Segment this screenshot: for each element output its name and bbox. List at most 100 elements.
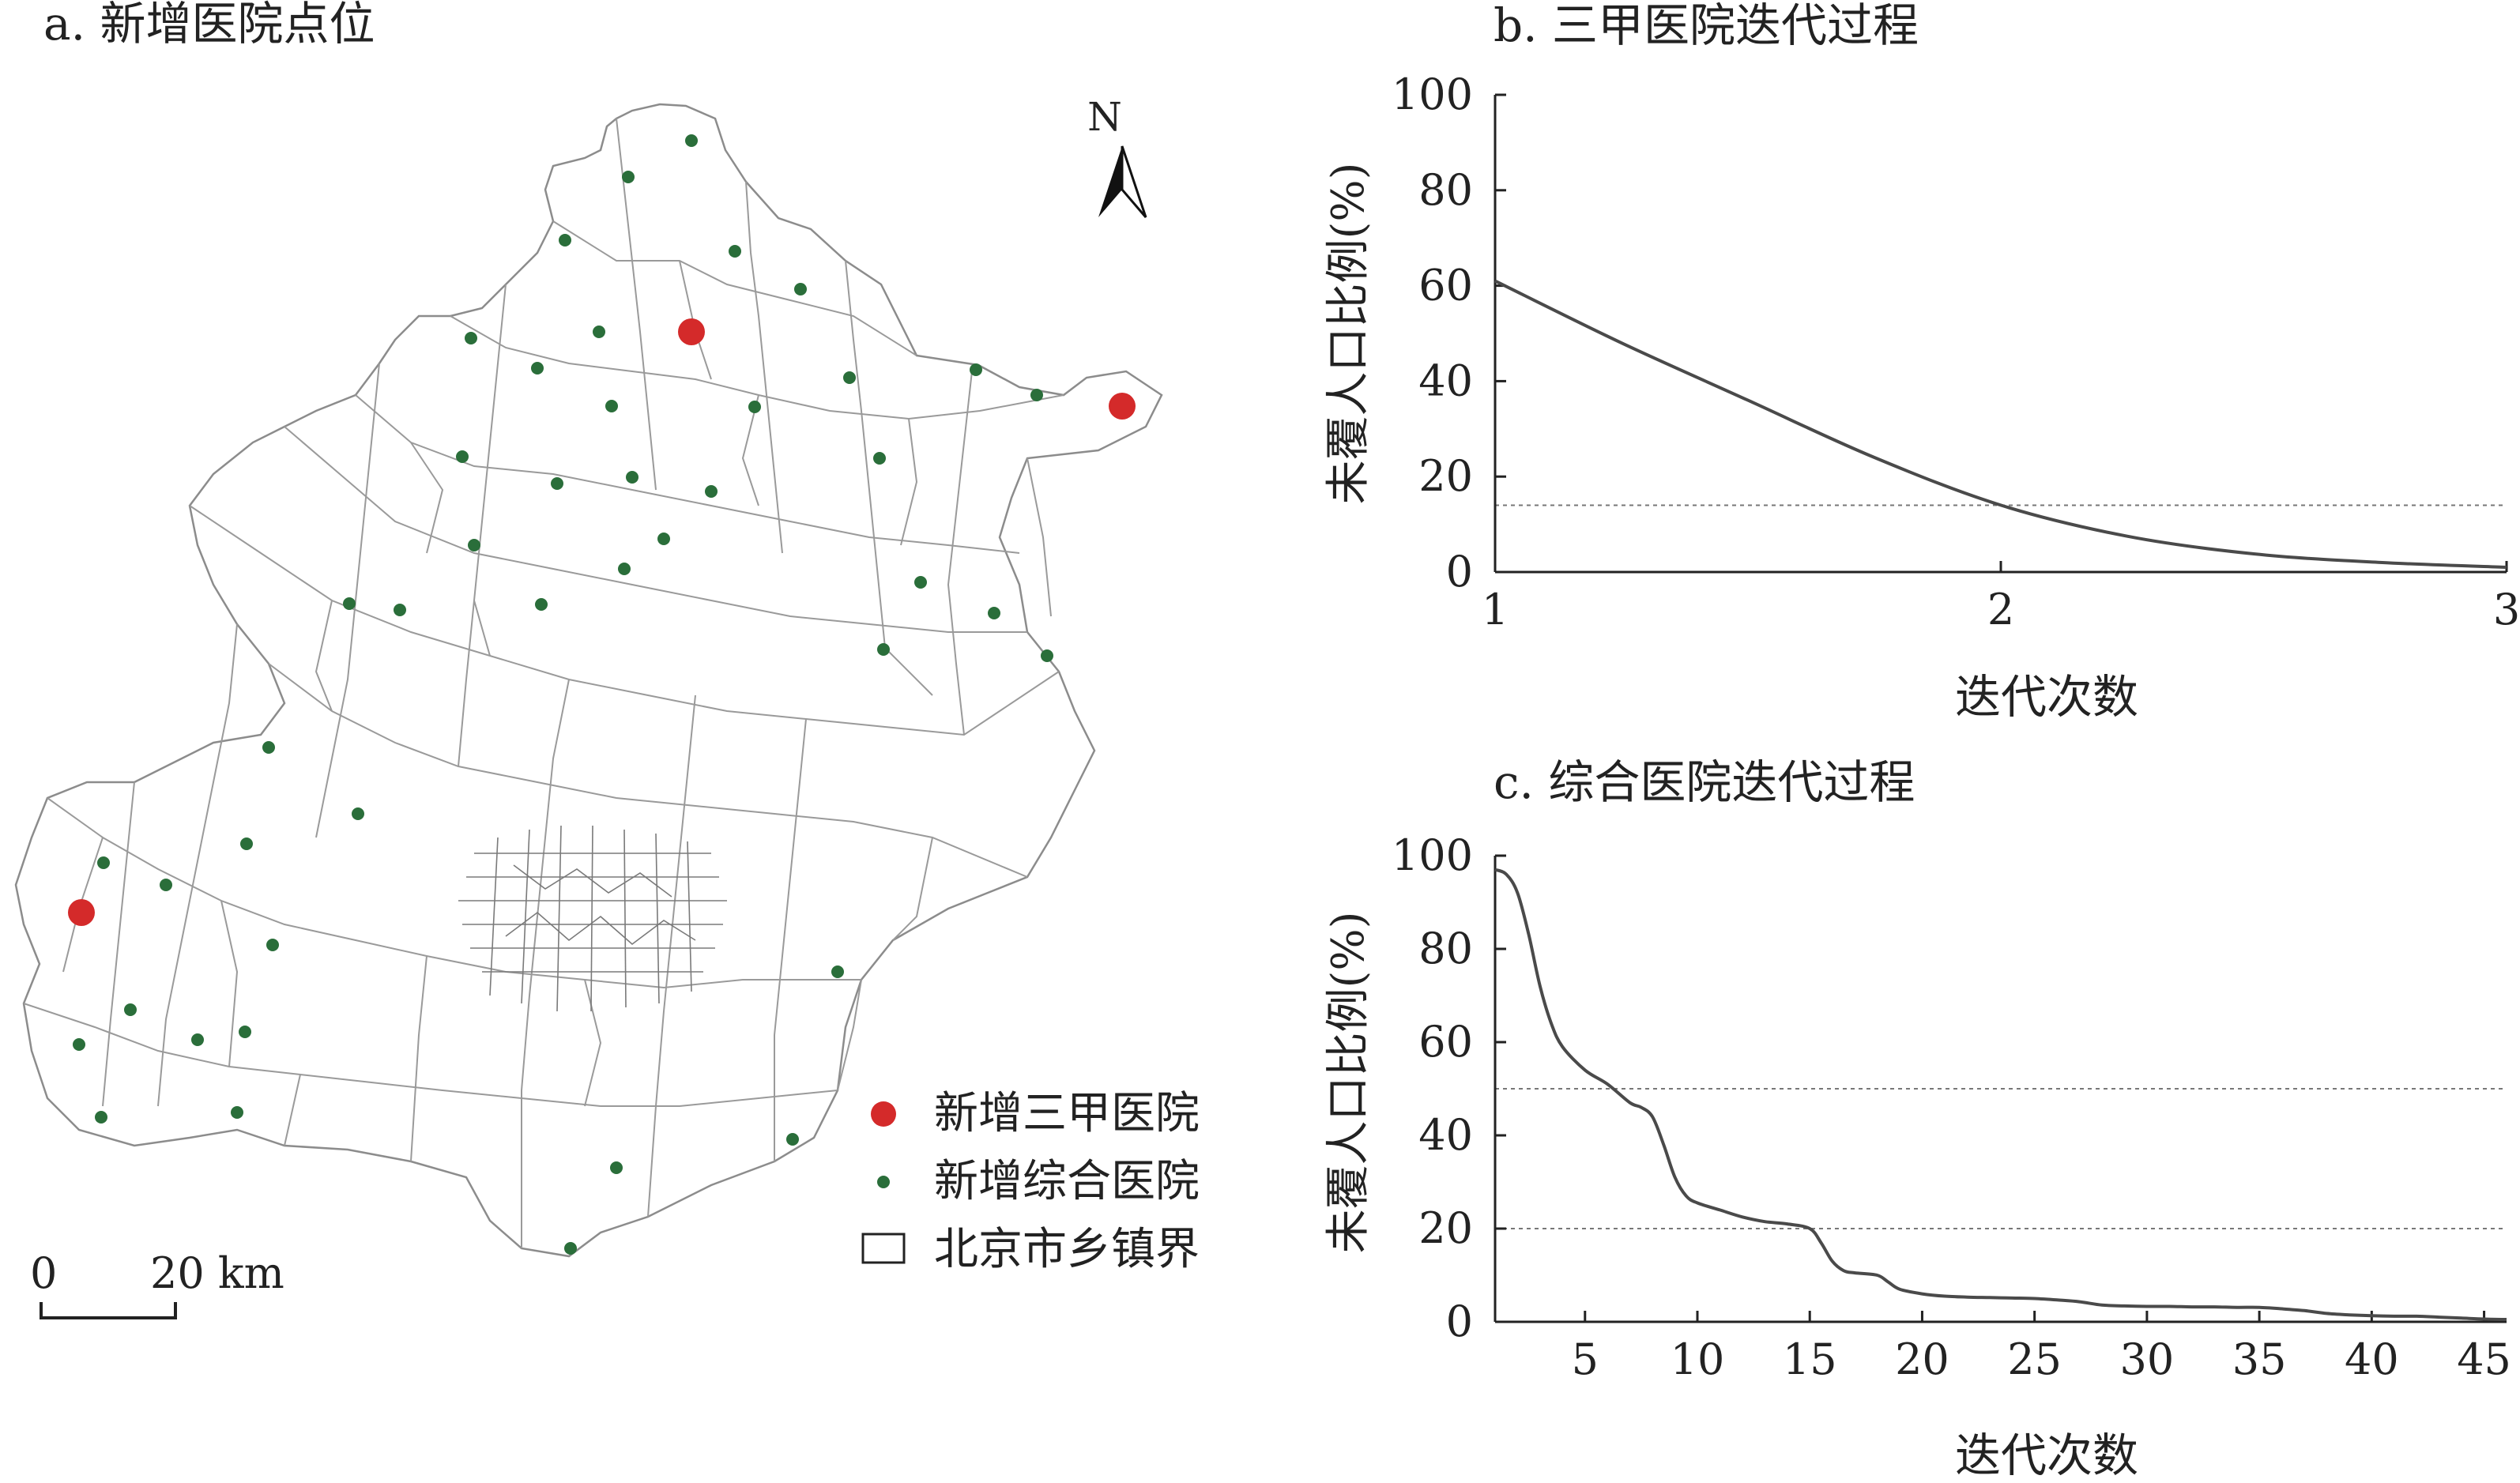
general-hospital-point bbox=[593, 326, 605, 338]
chart-c-ylabel: 未覆人口比例(%) bbox=[1323, 912, 1374, 1254]
legend-general-marker bbox=[877, 1176, 890, 1188]
scale-distance: 20 km bbox=[150, 1248, 284, 1298]
general-hospital-point bbox=[97, 856, 110, 869]
general-hospital-point bbox=[685, 134, 698, 147]
y-tick-label: 80 bbox=[1418, 924, 1473, 973]
general-hospital-point bbox=[873, 452, 886, 465]
x-tick-label: 1 bbox=[1482, 585, 1509, 634]
y-tick-label: 40 bbox=[1418, 356, 1473, 405]
series-line bbox=[1494, 279, 2507, 569]
general-hospital-point bbox=[657, 533, 670, 545]
general-hospital-point bbox=[564, 1242, 577, 1255]
general-hospital-point bbox=[831, 965, 844, 978]
scale-zero: 0 bbox=[30, 1248, 57, 1298]
general-hospital-point bbox=[266, 939, 279, 951]
general-hospital-point bbox=[786, 1133, 799, 1146]
general-hospital-point bbox=[465, 332, 477, 344]
general-hospital-point bbox=[231, 1106, 243, 1119]
x-tick-label: 45 bbox=[2457, 1334, 2511, 1384]
general-hospital-point bbox=[160, 879, 172, 891]
legend-tertiary-label: 新增三甲医院 bbox=[934, 1088, 1200, 1139]
general-hospital-point bbox=[394, 604, 406, 616]
legend-tertiary-marker bbox=[871, 1101, 896, 1127]
y-tick-label: 100 bbox=[1392, 70, 1473, 119]
y-tick-label: 60 bbox=[1418, 261, 1473, 311]
general-hospital-point bbox=[877, 643, 890, 656]
general-hospital-point bbox=[1030, 389, 1043, 401]
north-arrow-left-icon bbox=[1098, 146, 1122, 217]
x-tick-label: 2 bbox=[1987, 585, 2014, 634]
general-hospital-point bbox=[626, 471, 638, 484]
general-hospital-point bbox=[748, 401, 761, 413]
chart-b-ylabel: 未覆人口比例(%) bbox=[1323, 163, 1374, 505]
north-label: N bbox=[1087, 94, 1122, 140]
general-hospital-point bbox=[352, 807, 364, 820]
township-boundaries bbox=[23, 118, 1064, 1248]
general-hospital-point bbox=[239, 1026, 251, 1038]
chart-c: c. 综合医院迭代过程 未覆人口比例(%) 迭代次数 0 20 40 60 80 100 5… bbox=[1323, 755, 2511, 1482]
general-hospital-point bbox=[531, 362, 544, 375]
y-tick-label: 80 bbox=[1418, 165, 1473, 215]
x-tick-label: 20 bbox=[1895, 1334, 1949, 1384]
general-hospital-point bbox=[456, 450, 469, 463]
north-arrow: N bbox=[1087, 94, 1147, 218]
scale-bar: 0 20 km bbox=[30, 1248, 284, 1319]
general-hospital-point bbox=[729, 245, 741, 258]
general-hospital-point bbox=[988, 607, 1000, 619]
general-hospital-point bbox=[191, 1033, 204, 1046]
general-hospital-point bbox=[1041, 649, 1053, 662]
series-line bbox=[1494, 868, 2507, 1321]
general-hospital-points bbox=[73, 134, 1053, 1255]
y-tick-label: 100 bbox=[1392, 830, 1473, 880]
tertiary-hospital-point bbox=[678, 318, 705, 345]
panel-a-title: a. 新增医院点位 bbox=[43, 0, 375, 51]
general-hospital-point bbox=[970, 363, 982, 376]
general-hospital-point bbox=[240, 837, 253, 850]
y-tick-label: 20 bbox=[1418, 1203, 1473, 1253]
y-tick-label: 60 bbox=[1418, 1017, 1473, 1067]
general-hospital-point bbox=[610, 1161, 623, 1174]
urban-core-grid bbox=[458, 825, 727, 1012]
y-tick-label: 0 bbox=[1446, 547, 1473, 597]
general-hospital-point bbox=[559, 234, 571, 247]
general-hospital-point bbox=[262, 741, 275, 754]
general-hospital-point bbox=[468, 539, 480, 551]
x-tick-label: 15 bbox=[1783, 1334, 1837, 1384]
general-hospital-point bbox=[605, 400, 618, 412]
chart-b-xlabel: 迭代次数 bbox=[1955, 670, 2138, 724]
tertiary-hospital-points bbox=[68, 318, 1136, 926]
map-legend: 新增三甲医院 新增综合医院 北京市乡镇界 bbox=[861, 1088, 1200, 1275]
general-hospital-point bbox=[794, 283, 807, 295]
legend-boundary-label: 北京市乡镇界 bbox=[934, 1224, 1200, 1275]
north-arrow-right-icon bbox=[1121, 145, 1147, 218]
chart-b-title: b. 三甲医院迭代过程 bbox=[1494, 0, 1919, 52]
chart-c-xlabel: 迭代次数 bbox=[1955, 1428, 2138, 1482]
x-tick-label: 10 bbox=[1671, 1334, 1725, 1384]
general-hospital-point bbox=[622, 171, 635, 183]
general-hospital-point bbox=[124, 1003, 137, 1016]
tertiary-hospital-point bbox=[68, 899, 95, 926]
x-tick-label: 25 bbox=[2007, 1334, 2062, 1384]
legend-general-label: 新增综合医院 bbox=[934, 1156, 1200, 1207]
x-tick-label: 5 bbox=[1572, 1334, 1599, 1384]
x-tick-label: 30 bbox=[2120, 1334, 2175, 1384]
general-hospital-point bbox=[343, 597, 356, 610]
x-tick-label: 3 bbox=[2493, 585, 2520, 634]
general-hospital-point bbox=[95, 1111, 107, 1124]
general-hospital-point bbox=[705, 485, 718, 498]
general-hospital-point bbox=[73, 1038, 85, 1051]
y-tick-label: 40 bbox=[1418, 1110, 1473, 1160]
x-tick-label: 35 bbox=[2232, 1334, 2287, 1384]
chart-b: b. 三甲医院迭代过程 未覆人口比例(%) 迭代次数 0 20 40 60 80 100 1… bbox=[1323, 0, 2520, 724]
general-hospital-point bbox=[843, 371, 856, 384]
tertiary-hospital-point bbox=[1109, 393, 1136, 420]
panel-a-map: a. 新增医院点位 bbox=[14, 0, 1200, 1319]
legend-boundary-marker bbox=[861, 1233, 906, 1264]
scale-bar-line bbox=[40, 1302, 177, 1319]
general-hospital-point bbox=[551, 477, 563, 490]
general-hospital-point bbox=[914, 576, 927, 589]
general-hospital-point bbox=[535, 598, 548, 611]
y-tick-label: 20 bbox=[1418, 451, 1473, 501]
chart-c-title: c. 综合医院迭代过程 bbox=[1494, 755, 1915, 809]
